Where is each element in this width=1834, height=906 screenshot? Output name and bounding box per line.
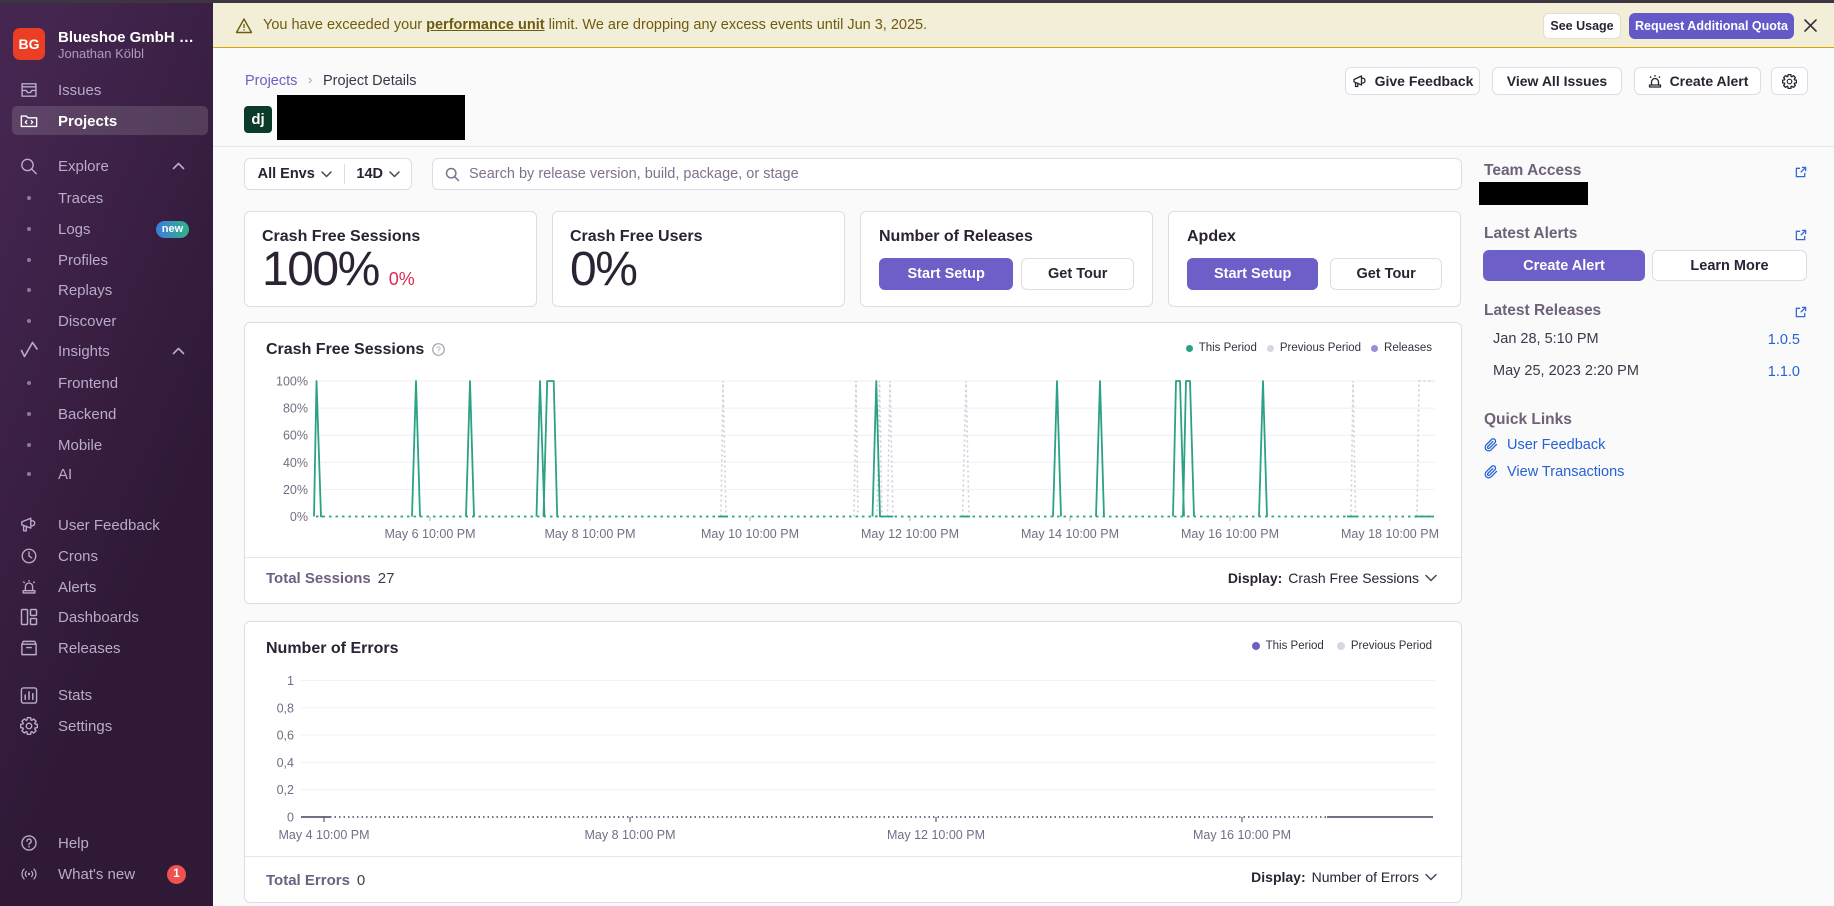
svg-text:80%: 80% xyxy=(283,402,308,416)
svg-text:May 18 10:00 PM: May 18 10:00 PM xyxy=(1341,527,1439,541)
svg-text:May 4 10:00 PM: May 4 10:00 PM xyxy=(278,828,369,842)
svg-text:0,2: 0,2 xyxy=(277,783,294,797)
svg-text:May 8 10:00 PM: May 8 10:00 PM xyxy=(584,828,675,842)
svg-text:0,4: 0,4 xyxy=(277,756,294,770)
svg-text:0%: 0% xyxy=(290,510,308,524)
svg-text:May 14 10:00 PM: May 14 10:00 PM xyxy=(1021,527,1119,541)
svg-text:60%: 60% xyxy=(283,429,308,443)
svg-text:May 12 10:00 PM: May 12 10:00 PM xyxy=(887,828,985,842)
svg-text:?: ? xyxy=(436,344,441,354)
svg-text:May 8 10:00 PM: May 8 10:00 PM xyxy=(544,527,635,541)
svg-text:May 12 10:00 PM: May 12 10:00 PM xyxy=(861,527,959,541)
svg-text:May 16 10:00 PM: May 16 10:00 PM xyxy=(1193,828,1291,842)
svg-text:1: 1 xyxy=(287,674,294,688)
svg-text:100%: 100% xyxy=(276,375,308,389)
svg-text:20%: 20% xyxy=(283,483,308,497)
svg-text:0,6: 0,6 xyxy=(277,729,294,743)
svg-text:0: 0 xyxy=(287,811,294,825)
svg-text:May 6 10:00 PM: May 6 10:00 PM xyxy=(384,527,475,541)
svg-text:May 16 10:00 PM: May 16 10:00 PM xyxy=(1181,527,1279,541)
svg-text:40%: 40% xyxy=(283,456,308,470)
svg-text:May 10 10:00 PM: May 10 10:00 PM xyxy=(701,527,799,541)
svg-text:0,8: 0,8 xyxy=(277,701,294,715)
